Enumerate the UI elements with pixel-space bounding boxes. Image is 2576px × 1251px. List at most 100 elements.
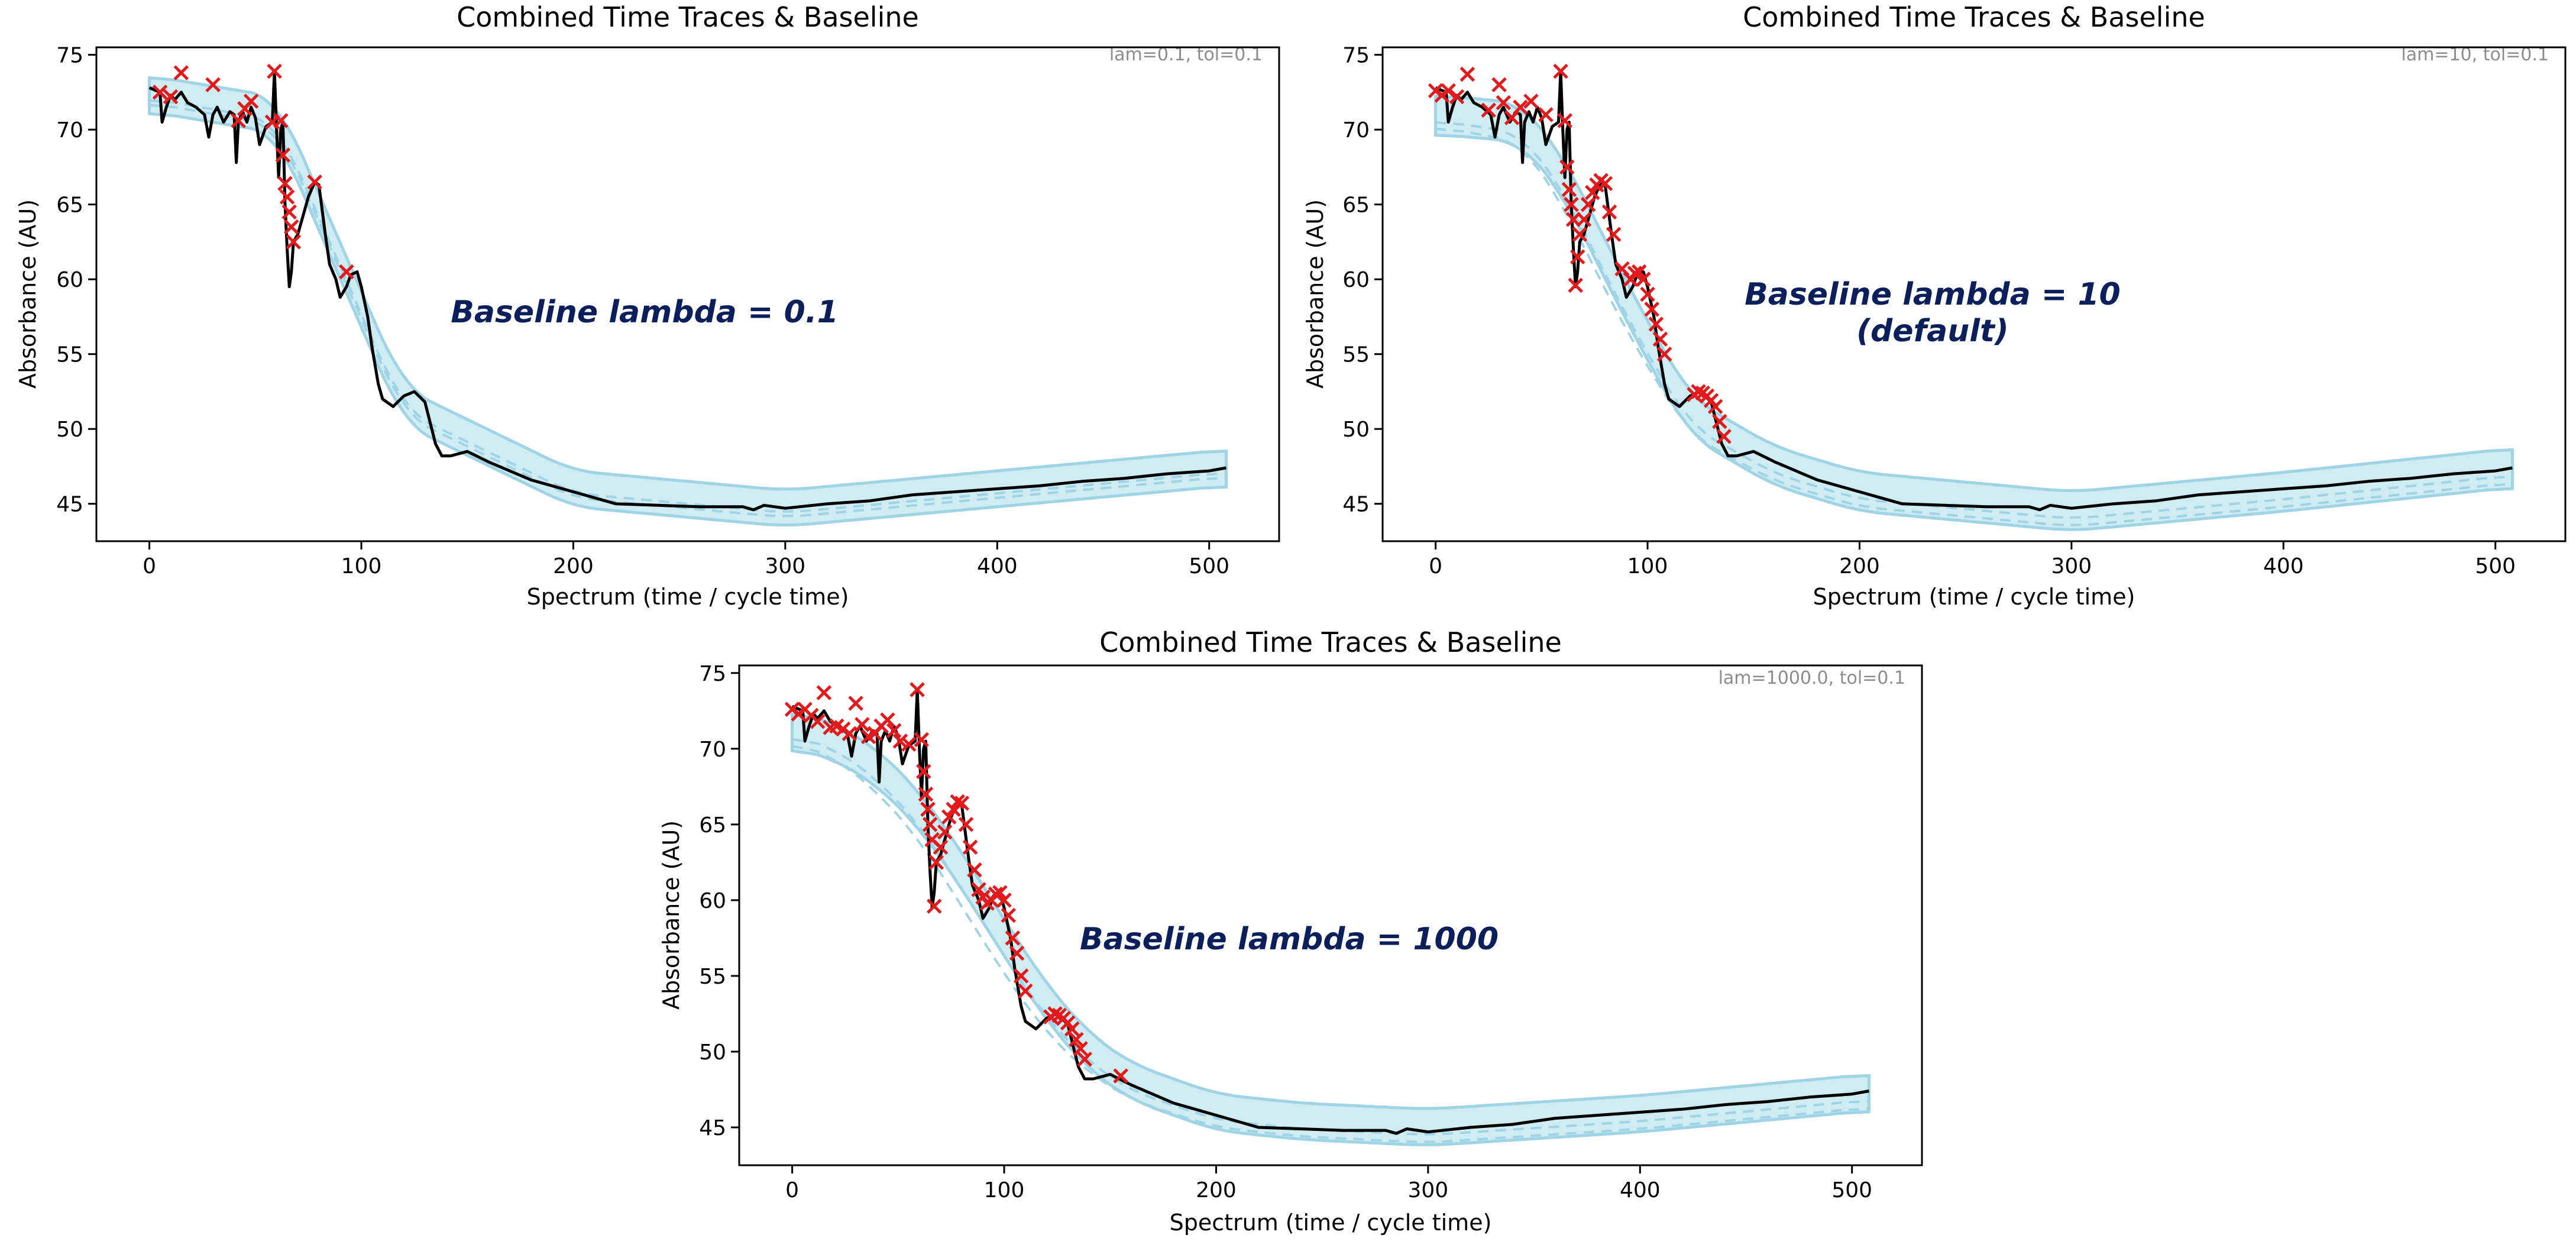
- peak-marker: [1557, 113, 1573, 128]
- peak-marker: [1656, 346, 1672, 362]
- peak-marker: [1564, 196, 1579, 212]
- x-tick-label: 0: [143, 554, 156, 578]
- peak-marker: [205, 77, 221, 93]
- peak-marker: [1585, 185, 1600, 201]
- peak-marker: [842, 726, 857, 741]
- peak-marker: [880, 712, 895, 728]
- peak-marker: [992, 885, 1008, 900]
- peak-marker: [810, 713, 826, 729]
- chart-panel-3: Combined Time Traces & Baseline lam=1000…: [658, 626, 1923, 1236]
- peak-marker: [1005, 930, 1021, 946]
- peak-marker: [1601, 204, 1617, 220]
- peak-marker: [914, 732, 930, 748]
- plot-area: [148, 63, 1228, 527]
- y-tick-label: 50: [1342, 418, 1370, 442]
- peak-marker: [243, 93, 259, 109]
- y-tick-label: 60: [699, 889, 726, 913]
- x-tick-label: 400: [2263, 554, 2304, 578]
- peak-marker: [1559, 159, 1575, 175]
- peak-marker: [1077, 1051, 1092, 1067]
- peak-marker: [950, 794, 965, 810]
- x-tick-label: 500: [1189, 554, 1229, 578]
- baseline-dashed-line: [1435, 121, 2513, 519]
- baseline-band: [148, 76, 1228, 527]
- peak-marker: [339, 264, 354, 280]
- x-tick-label: 500: [2475, 554, 2516, 578]
- peak-marker: [1513, 99, 1528, 115]
- y-tick-label: 75: [699, 662, 726, 686]
- peak-marker: [1481, 102, 1496, 118]
- peak-marker: [1491, 77, 1507, 93]
- peak-marker: [275, 147, 291, 163]
- peak-marker: [1113, 1068, 1128, 1084]
- y-tick-label: 65: [56, 193, 83, 218]
- peak-marker: [1013, 968, 1029, 984]
- peak-marker: [1640, 286, 1655, 302]
- y-tick-label: 65: [699, 813, 726, 838]
- y-tick-label: 75: [1342, 44, 1370, 68]
- peak-marker: [152, 85, 168, 100]
- peak-marker: [941, 809, 957, 825]
- x-tick-label: 100: [984, 1178, 1025, 1202]
- peak-marker: [937, 824, 953, 840]
- peak-marker: [954, 796, 970, 811]
- x-tick-label: 200: [1839, 554, 1880, 578]
- annotation-line-1: Baseline lambda = 10: [1745, 277, 2121, 312]
- y-tick-label: 55: [699, 965, 726, 989]
- peak-marker: [933, 839, 949, 855]
- y-tick-label: 60: [56, 268, 83, 292]
- peak-marker: [926, 898, 942, 914]
- peak-marker: [971, 882, 986, 897]
- peak-marker: [1572, 227, 1588, 243]
- x-axis-label: Spectrum (time / cycle time): [527, 584, 849, 610]
- peak-marker: [1553, 63, 1568, 79]
- peak-marker: [848, 696, 863, 711]
- peak-marker: [988, 886, 1004, 902]
- chart-title: Combined Time Traces & Baseline: [1743, 1, 2205, 33]
- peak-marker: [231, 113, 246, 128]
- series-line: [148, 70, 1226, 512]
- plot-area: [1428, 63, 2514, 531]
- peak-marker: [910, 682, 925, 697]
- peak-marker: [1606, 227, 1622, 243]
- peak-marker: [163, 89, 179, 105]
- y-tick-label: 55: [1342, 343, 1370, 367]
- peak-marker: [279, 189, 295, 205]
- peak-marker: [1652, 331, 1668, 347]
- y-tick-label: 70: [56, 118, 83, 143]
- y-tick-label: 45: [699, 1116, 726, 1140]
- peak-marker: [1496, 95, 1512, 111]
- peak-marker: [1631, 264, 1647, 280]
- peak-marker: [886, 723, 902, 738]
- peak-marker: [967, 862, 982, 878]
- peak-marker: [1580, 196, 1596, 212]
- x-tick-label: 400: [977, 554, 1018, 578]
- peak-marker: [1691, 384, 1706, 399]
- baseline-dashed-line: [792, 738, 1869, 1136]
- x-tick-label: 400: [1620, 1178, 1661, 1202]
- peak-marker: [1636, 271, 1651, 287]
- peak-marker: [922, 817, 938, 832]
- x-tick-label: 0: [785, 1178, 799, 1202]
- peak-marker: [1459, 66, 1475, 82]
- y-tick-label: 45: [56, 493, 83, 517]
- peak-marker: [1064, 1021, 1080, 1037]
- y-axis-label: Absorbance (AU): [658, 820, 684, 1010]
- y-tick-label: 55: [56, 343, 83, 367]
- x-axis-label: Spectrum (time / cycle time): [1170, 1210, 1492, 1236]
- baseline-dashed-line: [149, 99, 1226, 513]
- plot-frame: [738, 664, 1923, 1166]
- baseline-dashed-line: [149, 104, 1226, 518]
- peak-marker: [1001, 907, 1016, 923]
- x-tick-label: 200: [553, 554, 594, 578]
- peak-marker: [855, 717, 870, 732]
- y-axis-label: Absorbance (AU): [15, 199, 41, 389]
- y-tick-label: 75: [56, 44, 83, 68]
- peak-marker: [901, 736, 917, 752]
- annotation-line-1: Baseline lambda = 1000: [1080, 922, 1499, 957]
- y-tick-label: 50: [699, 1040, 726, 1065]
- peak-marker: [1047, 1006, 1063, 1022]
- peak-marker: [1716, 429, 1732, 444]
